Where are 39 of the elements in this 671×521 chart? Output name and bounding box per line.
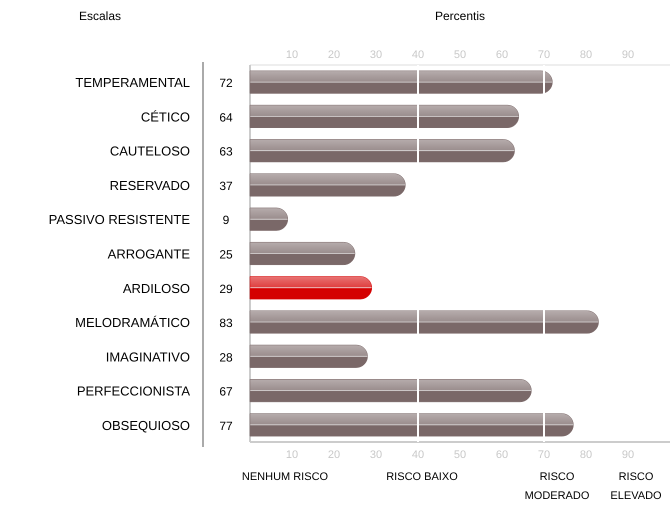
y-tick-label: CÉTICO xyxy=(140,109,190,124)
data-label: 63 xyxy=(219,144,233,159)
data-label: 77 xyxy=(219,418,233,433)
text: RISCO BAIXO xyxy=(386,471,458,483)
y-tick-label: CAUTELOSO xyxy=(110,144,190,159)
text: RISCO MODERADO xyxy=(524,471,590,502)
bar xyxy=(250,70,553,94)
y-tick-label: TEMPERAMENTAL xyxy=(75,75,190,90)
bar xyxy=(250,276,372,300)
bar xyxy=(250,310,599,334)
data-label: 72 xyxy=(219,76,233,90)
bar xyxy=(250,344,368,368)
data-label: 29 xyxy=(219,282,233,296)
bar xyxy=(250,379,532,402)
y-axis-title: Escalas xyxy=(78,9,122,23)
y-tick-label: OBSEQUIOSO xyxy=(102,418,190,433)
y-tick-label: PERFECCIONISTA xyxy=(76,384,190,399)
bar xyxy=(250,208,288,231)
y-tick-label: IMAGINATIVO xyxy=(106,349,190,364)
bar xyxy=(250,173,406,197)
bar xyxy=(250,413,574,436)
y-tick-label: ARROGANTE xyxy=(108,246,190,262)
y-tick-label: RESERVADO xyxy=(110,178,190,193)
data-label: 9 xyxy=(222,213,230,228)
data-label: 67 xyxy=(219,384,233,399)
bar xyxy=(250,104,520,128)
data-label: 28 xyxy=(219,350,233,364)
y-tick-label: PASSIVO RESISTENTE xyxy=(48,212,190,228)
data-label: 83 xyxy=(219,316,233,330)
text: RISCO ELEVADO xyxy=(610,471,662,502)
x-axis-title: Percentis xyxy=(434,9,486,23)
data-label: 37 xyxy=(219,178,233,193)
bar xyxy=(250,242,356,266)
data-label: 25 xyxy=(219,248,233,262)
y-tick-label: MELODRAMÁTICO xyxy=(75,315,190,330)
text: NENHUM RISCO xyxy=(242,471,329,483)
bar xyxy=(250,139,515,162)
data-label: 64 xyxy=(219,110,233,124)
y-tick-label: ARDILOSO xyxy=(122,280,190,296)
